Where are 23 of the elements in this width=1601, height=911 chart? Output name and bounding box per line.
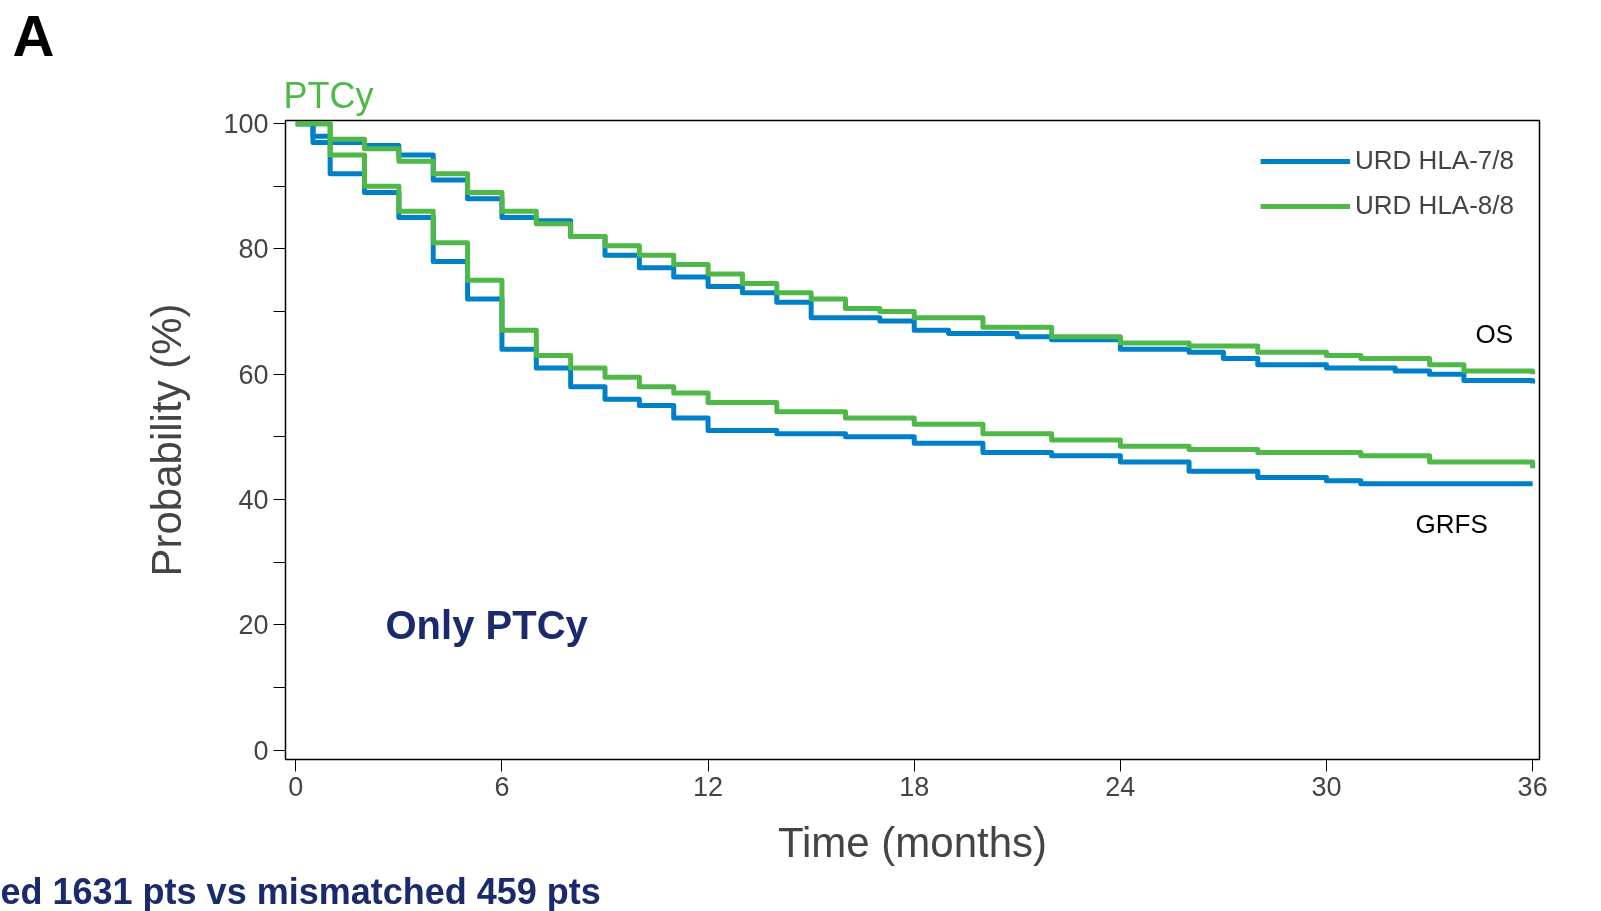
chart-title: PTCy (283, 74, 374, 116)
x-axis-title: Time (months) (777, 818, 1048, 866)
x-tick-label: 36 (1517, 771, 1548, 802)
x-tick-label: 18 (899, 771, 930, 802)
y-axis-title: Probability (%) (143, 303, 191, 577)
text: ed 1631 pts vs mismatched 459 pts (0, 870, 601, 911)
y-tick-label: 0 (253, 735, 269, 766)
legend-label: URD HLA-8/8 (1355, 190, 1514, 221)
legend-label: URD HLA-7/8 (1355, 145, 1514, 176)
annotation: GRFS (1415, 508, 1488, 539)
y-tick-label: 40 (238, 485, 269, 516)
x-tick-label: 0 (288, 771, 304, 802)
x-tick-label: 30 (1311, 771, 1342, 802)
y-tick-label: 20 (238, 610, 269, 641)
y-tick-label: 80 (238, 234, 269, 265)
x-tick-label: 12 (693, 771, 724, 802)
annotation: Only PTCy (385, 602, 589, 647)
text: A (12, 2, 55, 68)
y-tick-label: 60 (238, 359, 269, 390)
annotation: OS (1475, 318, 1514, 349)
x-tick-label: 6 (494, 771, 510, 802)
x-tick-label: 24 (1105, 771, 1136, 802)
y-tick-label: 100 (223, 109, 269, 140)
